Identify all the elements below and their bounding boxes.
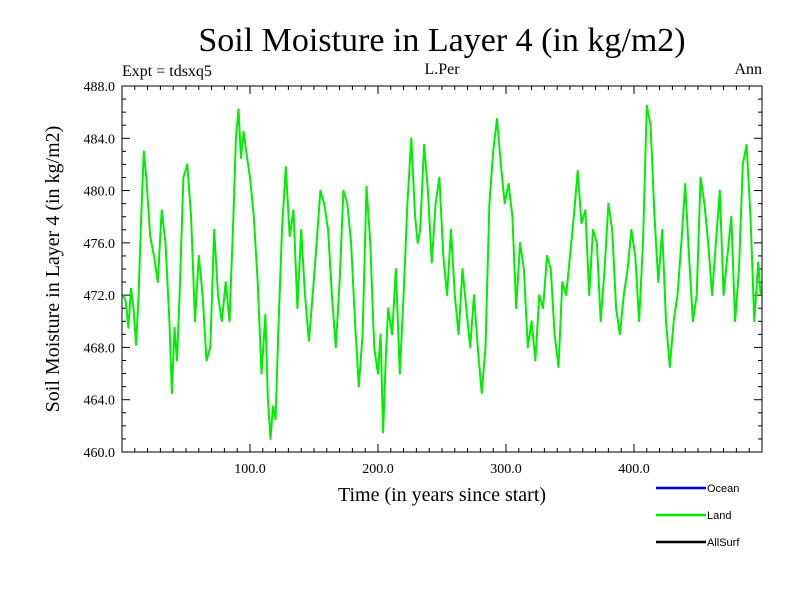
legend-label-allsurf: AllSurf — [707, 537, 740, 549]
y-axis-label: Soil Moisture in Layer 4 (in kg/m2) — [42, 126, 64, 413]
x-tick-label: 400.0 — [618, 462, 650, 477]
legend-label-ocean: Ocean — [707, 483, 739, 495]
y-tick-label: 480.0 — [84, 185, 116, 200]
x-tick-label: 200.0 — [362, 462, 394, 477]
y-tick-labels: 460.0 464.0 468.0 472.0 476.0 480.0 484.0 488.0 — [84, 80, 116, 461]
y-tick-label: 464.0 — [84, 394, 116, 409]
legend-label-land: Land — [707, 510, 731, 522]
experiment-label: Expt = tdsxq5 — [122, 63, 212, 80]
x-tick-label: 100.0 — [234, 462, 266, 477]
x-tick-labels: 100.0 200.0 300.0 400.0 — [234, 462, 650, 477]
y-tick-label: 468.0 — [84, 341, 116, 356]
axis-ticks — [122, 85, 762, 453]
y-tick-label: 488.0 — [84, 80, 116, 95]
variable-code-label: L.Per — [424, 61, 460, 78]
series-line-land — [122, 104, 762, 440]
plot-frame — [121, 85, 763, 453]
legend: Ocean Land AllSurf — [656, 483, 740, 549]
x-axis-label: Time (in years since start) — [338, 484, 546, 506]
y-tick-label: 472.0 — [84, 289, 116, 304]
y-tick-label: 460.0 — [84, 446, 116, 461]
period-label: Ann — [734, 61, 762, 78]
y-tick-label: 484.0 — [84, 132, 116, 147]
chart-title: Soil Moisture in Layer 4 (in kg/m2) — [198, 22, 685, 59]
x-tick-label: 300.0 — [490, 462, 522, 477]
data-series — [122, 104, 762, 440]
y-tick-label: 476.0 — [84, 237, 116, 252]
